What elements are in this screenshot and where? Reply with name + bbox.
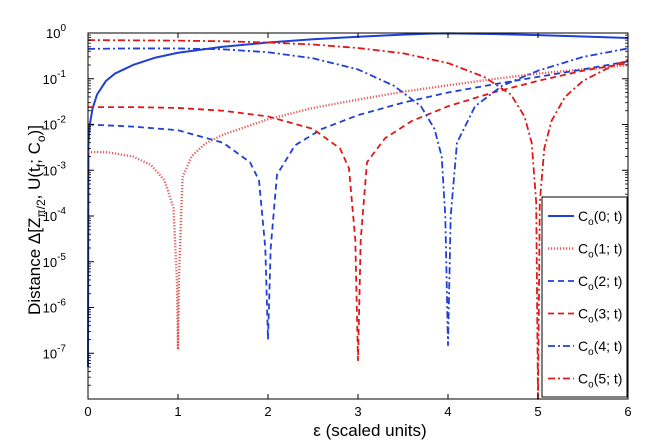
x-tick-label: 4 <box>444 404 451 419</box>
x-tick-label: 5 <box>534 404 541 419</box>
x-tick-label: 6 <box>624 404 631 419</box>
series-line-0 <box>87 32 629 368</box>
legend-box <box>541 196 628 398</box>
y-axis-title: Distance Δ[Zπ/2, U(tf; Co)] <box>25 125 48 315</box>
x-axis-title: ε (scaled units) <box>313 421 426 440</box>
series-line-1 <box>88 63 629 351</box>
x-tick-label: 3 <box>354 404 361 419</box>
series-line-4 <box>87 47 629 347</box>
x-tick-label: 0 <box>84 404 91 419</box>
x-tick-label: 2 <box>264 404 271 419</box>
series-line-2 <box>87 60 629 341</box>
x-tick-label: 1 <box>174 404 181 419</box>
series-line-5 <box>87 39 629 400</box>
series-layer <box>87 32 629 400</box>
legend: Co(0; t)Co(1; t)Co(2; t)Co(3; t)Co(4; t)… <box>541 196 628 398</box>
